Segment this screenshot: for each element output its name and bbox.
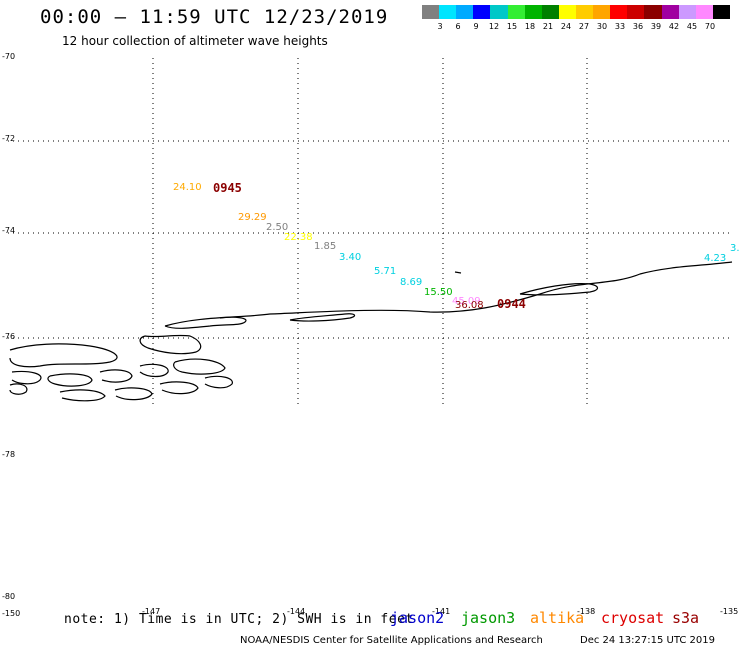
legend-swatch: [695, 5, 713, 19]
legend-tick-label: 18: [524, 22, 536, 31]
satellite-name: s3a: [672, 609, 700, 627]
wave-height-label: 5.71: [374, 266, 397, 277]
wave-height-label: 36.08: [455, 300, 484, 311]
longitude-label: -150: [2, 609, 21, 618]
coastline-path: [59, 389, 106, 402]
legend-swatch: [575, 5, 594, 19]
legend-swatch: [541, 5, 559, 19]
satellite-name: cryosat: [601, 609, 665, 627]
legend-tick-label: 33: [614, 22, 626, 31]
legend-swatch: [490, 5, 508, 19]
coastline-path: [11, 370, 42, 385]
pass-time-label: 0944: [497, 297, 526, 311]
pass-time-label: 0945: [213, 181, 242, 195]
legend-unit: (ft): [714, 8, 727, 17]
legend-tick-label: 30: [596, 22, 608, 31]
legend-tick-label: 3: [437, 22, 443, 31]
wave-height-label: 15.50: [424, 287, 453, 298]
coastline-path: [139, 363, 169, 378]
coastline-path: [173, 358, 226, 375]
legend-swatch: [610, 5, 628, 19]
legend-swatch: [473, 5, 491, 19]
coastline-path: [519, 283, 599, 296]
credit-line: NOAA/NESDIS Center for Satellite Applica…: [240, 635, 543, 646]
longitude-label: -138: [577, 607, 596, 616]
coastline-path: [289, 313, 356, 322]
latitude-label: -80: [2, 592, 16, 601]
wave-height-label: 8.69: [400, 277, 423, 288]
latitude-label: -78: [2, 450, 16, 459]
timestamp: Dec 24 13:27:15 UTC 2019: [580, 635, 715, 646]
coastline-path: [454, 271, 462, 274]
coastline-path: [164, 261, 733, 327]
legend-tick-label: 12: [488, 22, 500, 31]
coastline-path: [47, 373, 93, 387]
latitude-label: -76: [2, 332, 16, 341]
page-subtitle: 12 hour collection of altimeter wave hei…: [62, 34, 328, 48]
legend-tick-label: 27: [578, 22, 590, 31]
legend-swatch: [439, 5, 457, 19]
wave-height-label: 2.50: [266, 222, 289, 233]
wave-height-label: 4.23: [704, 253, 727, 264]
legend-swatch: [456, 5, 474, 19]
legend-tick-label: 15: [506, 22, 518, 31]
legend-swatch: [661, 5, 679, 19]
satellite-name: jason2: [390, 609, 445, 627]
legend-tick-label: 70: [704, 22, 716, 31]
coastline-path: [164, 316, 247, 329]
coastline-path: [9, 343, 118, 368]
wave-height-label: 24.10: [173, 182, 202, 193]
coastline-path: [99, 369, 133, 383]
coastline-path: [204, 375, 233, 389]
coastline-path: [114, 387, 153, 401]
graticule: [8, 58, 732, 406]
legend-tick-label: 39: [650, 22, 662, 31]
wave-height-label: 45.09: [452, 296, 481, 307]
longitude-label: -144: [287, 607, 306, 616]
legend-swatch: [644, 5, 662, 19]
legend-ticks: 3 6 9 12 15 18 21 24 27 30 33 36 39 42 45 70: [422, 19, 730, 33]
legend-swatch: [524, 5, 542, 19]
legend-swatch: [712, 5, 730, 19]
satellite-name: jason3: [461, 609, 516, 627]
wave-height-label: 1.85: [314, 241, 337, 252]
legend-tick-label: 9: [473, 22, 479, 31]
legend-swatch: [558, 5, 576, 19]
antarctic-coastline: [9, 261, 733, 402]
legend-tick-label: 42: [668, 22, 680, 31]
legend-swatch: [627, 5, 645, 19]
legend-tick-label: 6: [455, 22, 461, 31]
wave-height-map: [8, 58, 733, 406]
latitude-label: -70: [2, 52, 16, 61]
coastline-path: [9, 383, 28, 395]
legend-swatch: [678, 5, 696, 19]
wave-height-label: 3.40: [339, 252, 362, 263]
coastline-path: [159, 381, 199, 395]
coastline-path: [139, 334, 202, 355]
wave-height-label: 3.: [730, 243, 740, 254]
legend-swatches: [422, 5, 730, 19]
legend-tick-label: 45: [686, 22, 698, 31]
longitude-label: -147: [142, 607, 161, 616]
wave-height-label: 29.29: [238, 212, 267, 223]
page-title: 00:00 – 11:59 UTC 12/23/2019: [40, 6, 389, 28]
longitude-label: -141: [432, 607, 451, 616]
color-legend: 3 6 9 12 15 18 21 24 27 30 33 36 39 42 45 70 (ft): [422, 5, 730, 35]
footer-note: note: 1) Time is in UTC; 2) SWH is in fe…: [64, 612, 414, 627]
latitude-label: -72: [2, 134, 16, 143]
satellite-name: altika: [530, 609, 585, 627]
legend-swatch: [422, 5, 440, 19]
legend-tick-label: 36: [632, 22, 644, 31]
latitude-label: -74: [2, 226, 16, 235]
legend-tick-label: 21: [542, 22, 554, 31]
wave-height-label: 22.38: [284, 232, 313, 243]
legend-swatch: [593, 5, 611, 19]
legend-tick-label: 24: [560, 22, 572, 31]
legend-swatch: [507, 5, 525, 19]
longitude-label: -135: [720, 607, 739, 616]
